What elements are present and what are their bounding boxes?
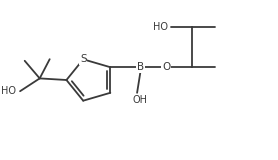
Text: HO: HO [1, 86, 16, 96]
Text: B: B [137, 62, 144, 72]
Text: HO: HO [153, 22, 168, 32]
Text: S: S [80, 54, 86, 64]
Text: OH: OH [132, 95, 147, 105]
Text: O: O [162, 62, 170, 72]
